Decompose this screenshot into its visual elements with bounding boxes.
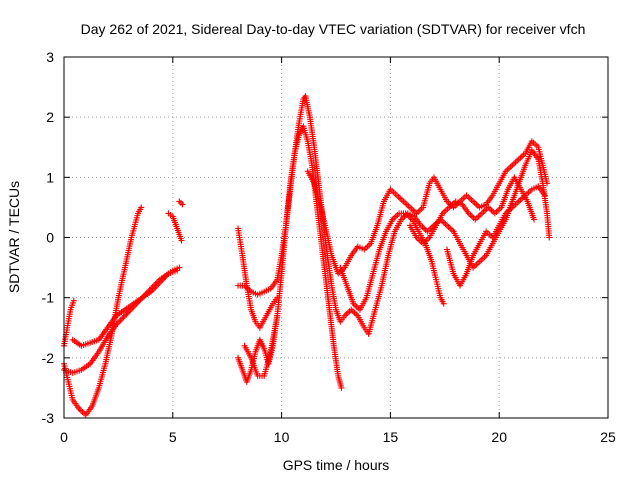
data-point (138, 204, 145, 211)
y-tick-label: 2 (46, 109, 54, 125)
data-point (274, 312, 281, 319)
data-point (531, 216, 538, 223)
y-tick-label: 0 (46, 230, 54, 246)
y-axis-label: SDTVAR / TECUs (6, 181, 22, 293)
series-track-8 (235, 93, 372, 337)
data-point (176, 264, 183, 271)
series-track-6 (176, 198, 186, 208)
data-point (440, 300, 447, 307)
data-point (116, 318, 123, 325)
series-track-14 (406, 174, 538, 247)
axis-tick-labels: 0 5 10 15 20 25 -3 -2 -1 0 1 2 3 (42, 49, 616, 445)
x-tick-label: 25 (600, 429, 616, 445)
series-track-7 (235, 225, 281, 331)
data-point (150, 282, 157, 289)
series-track-15 (443, 183, 548, 289)
data-point (70, 297, 77, 304)
data-point (155, 278, 162, 285)
series-track-9 (235, 123, 345, 391)
x-tick-label: 10 (274, 429, 290, 445)
series-track-11 (304, 138, 551, 277)
series-track-10 (241, 312, 281, 379)
x-tick-label: 20 (491, 429, 507, 445)
x-tick-label: 5 (169, 429, 177, 445)
data-point (546, 234, 553, 241)
y-tick-label: 3 (46, 49, 54, 65)
data-point (179, 201, 186, 208)
data-point (152, 281, 159, 288)
series-track-4 (69, 267, 181, 349)
series-track-13 (365, 147, 553, 337)
series-track-5 (165, 210, 185, 244)
data-point (338, 384, 345, 391)
data-point (174, 267, 181, 274)
x-tick-label: 0 (60, 429, 68, 445)
axis-ticks (63, 56, 609, 419)
y-tick-label: -3 (42, 410, 55, 426)
x-axis-label: GPS time / hours (283, 457, 390, 473)
y-tick-label: 1 (46, 169, 54, 185)
y-tick-label: -1 (42, 290, 55, 306)
data-point (120, 314, 127, 321)
data-point (149, 284, 156, 291)
data-point (541, 192, 548, 199)
y-tick-label: -2 (42, 350, 55, 366)
chart-title: Day 262 of 2021, Sidereal Day-to-day VTE… (81, 21, 586, 37)
data-point (153, 279, 160, 286)
data-point (117, 317, 124, 324)
x-tick-label: 15 (383, 429, 399, 445)
data-point (178, 237, 185, 244)
data-point (119, 315, 126, 322)
data-markers (61, 93, 553, 418)
